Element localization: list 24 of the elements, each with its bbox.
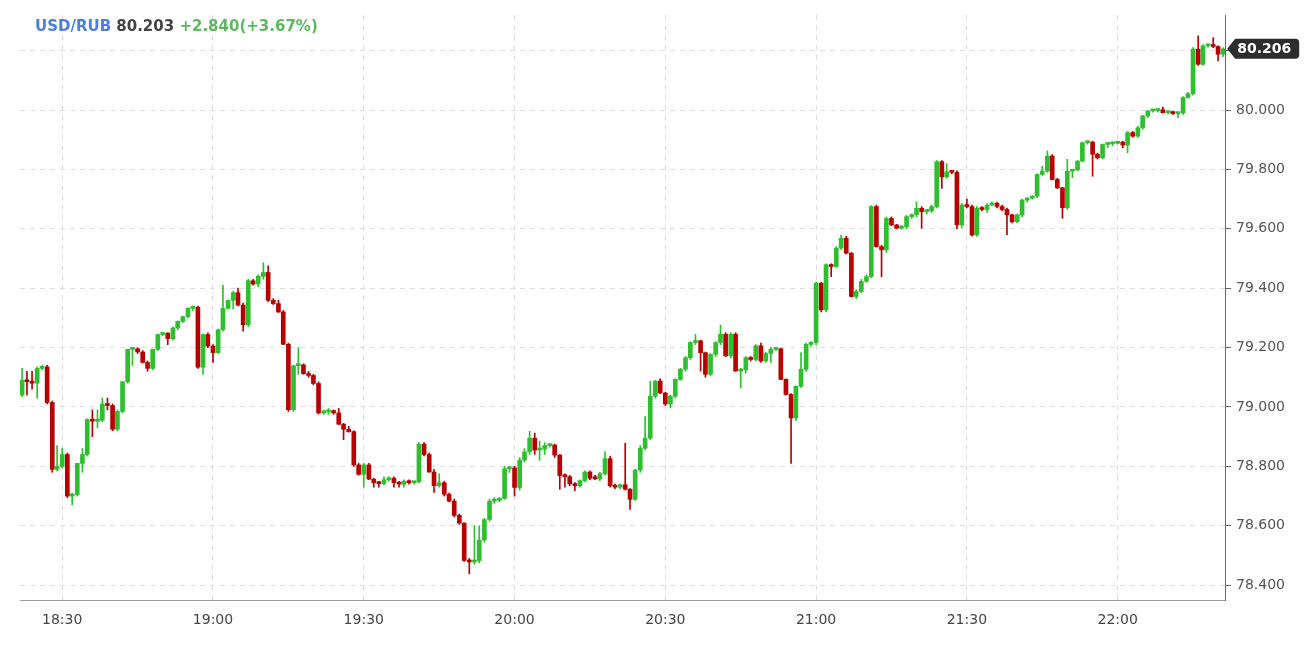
x-tick-label: 19:00 xyxy=(192,611,234,628)
annotation: 80.206 xyxy=(1237,40,1292,57)
y-tick-label: 79.000 xyxy=(1236,397,1285,414)
candlestick xyxy=(29,371,35,390)
y-tick-label: 78.800 xyxy=(1236,457,1285,474)
y-tick-label: 79.400 xyxy=(1236,278,1285,295)
x-tick-label: 21:30 xyxy=(946,611,988,628)
chart-title: USD/RUB xyxy=(35,17,112,35)
x-tick-label: 20:30 xyxy=(645,611,686,628)
y-tick-label: 79.200 xyxy=(1236,338,1285,355)
x-tick-label: 22:00 xyxy=(1097,611,1138,628)
x-tick-label: 19:30 xyxy=(343,611,384,628)
y-tick-label: 78.600 xyxy=(1236,516,1285,533)
y-tick-label: 79.600 xyxy=(1236,219,1285,236)
x-tick-label: 20:00 xyxy=(494,611,535,628)
y-tick-label: 80.000 xyxy=(1236,100,1285,117)
y-tick-label: 79.800 xyxy=(1236,160,1285,177)
annotation: 80.203 xyxy=(116,17,175,35)
y-tick-label: 78.400 xyxy=(1236,575,1285,592)
candlestick xyxy=(828,263,834,277)
x-tick-label: 18:30 xyxy=(42,611,83,628)
candlestick xyxy=(24,371,30,396)
annotation: +2.840(+3.67%) xyxy=(179,17,318,35)
x-tick-label: 21:00 xyxy=(795,611,837,628)
